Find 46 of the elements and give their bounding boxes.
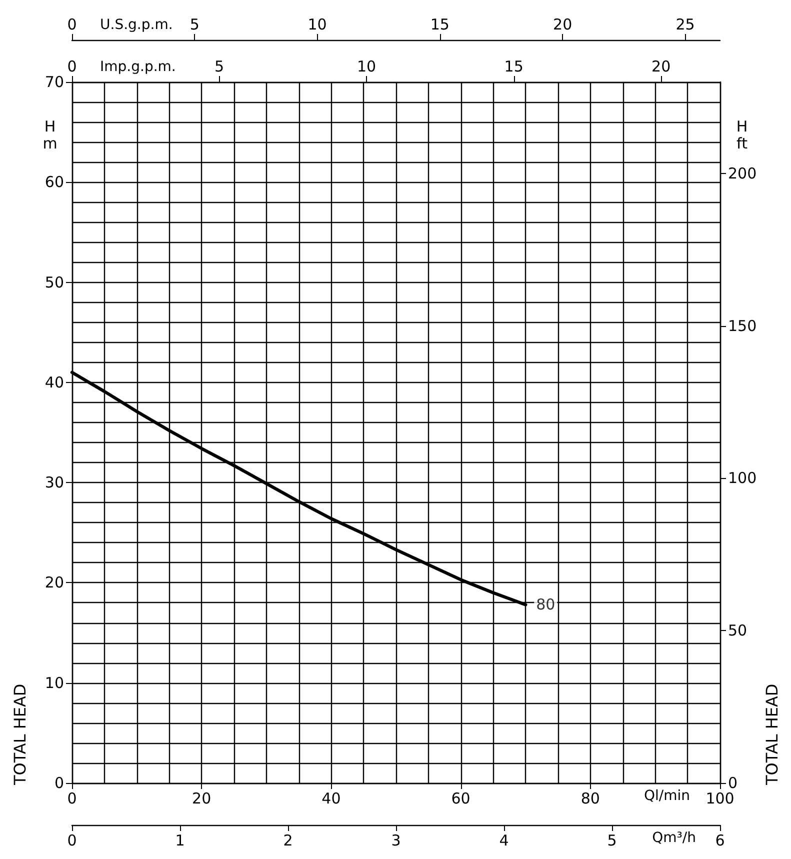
text: 20 (553, 16, 572, 34)
text: H ft (736, 118, 748, 152)
y-tick-label: 0 (54, 774, 64, 792)
text: 2 (283, 832, 293, 850)
y-tick-label: 40 (44, 373, 64, 392)
text: 25 (676, 16, 695, 34)
text: Qm³/h (652, 830, 696, 846)
x2-tick-label: 15 (504, 58, 524, 76)
x2-axis-title: Imp.g.p.m. (100, 59, 176, 75)
text: U.S.g.p.m. (100, 17, 173, 33)
y2-tick-label: 150 (728, 316, 757, 335)
y-tick-label: 60 (44, 173, 64, 192)
y-tick-label: 30 (44, 474, 64, 492)
text: 5 (607, 832, 617, 850)
text: 4 (499, 832, 509, 850)
text: 0 (67, 832, 77, 850)
text: 0 (67, 16, 77, 34)
y-tick-label: 20 (44, 574, 64, 592)
text: 10 (308, 16, 327, 34)
x-tick-label: 60 (451, 790, 470, 808)
text: 5 (190, 16, 200, 34)
x2-tick-label: 10 (357, 58, 376, 76)
y2-axis-title: TOTAL HEAD (762, 684, 782, 786)
y-tick-label: 10 (44, 674, 64, 692)
y2-tick-label: 100 (728, 469, 757, 488)
x-axis-title: Ql/min (644, 788, 690, 804)
text: 15 (430, 16, 450, 34)
x-tick-label: 100 (706, 790, 734, 808)
text: H m (42, 118, 58, 152)
x-tick-label: 40 (322, 790, 341, 808)
text: 1 (175, 832, 185, 850)
x2-tick-label: 5 (214, 58, 224, 76)
x-tick-label: 0 (67, 790, 77, 808)
x-tick-label: 80 (580, 790, 600, 808)
text: 3 (391, 832, 401, 850)
y2-tick-label: 50 (728, 622, 748, 640)
x2-tick-label: 20 (652, 58, 671, 76)
y-tick-label: 70 (44, 73, 64, 91)
y2-tick-label: 0 (728, 774, 738, 792)
text: 6 (715, 832, 725, 850)
x-tick-label: 20 (192, 790, 212, 808)
annotation: 80 (536, 596, 556, 614)
y-axis-title: TOTAL HEAD (10, 684, 30, 786)
x2-tick-label: 0 (67, 58, 77, 76)
y2-tick-label: 200 (728, 164, 757, 182)
y-tick-label: 50 (44, 273, 64, 292)
